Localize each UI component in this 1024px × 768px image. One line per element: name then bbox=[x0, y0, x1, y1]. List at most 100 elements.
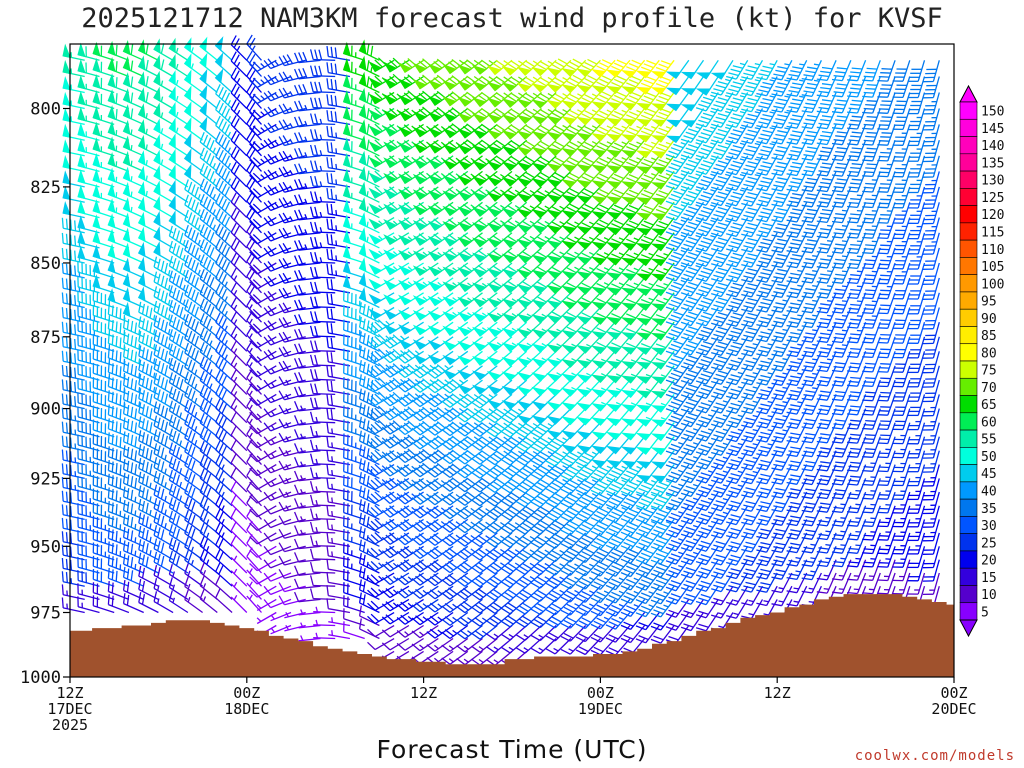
wind-barb bbox=[360, 374, 380, 394]
wind-barb bbox=[531, 546, 556, 561]
wind-barb bbox=[621, 519, 645, 536]
wind-barb bbox=[327, 352, 350, 366]
wind-barb bbox=[893, 308, 910, 329]
wind-barb bbox=[653, 202, 674, 220]
wind-barb bbox=[877, 263, 895, 284]
wind-barb bbox=[93, 334, 114, 351]
wind-barb bbox=[231, 268, 247, 293]
color-scale-swatch bbox=[960, 534, 977, 551]
wind-barb bbox=[360, 317, 380, 337]
wind-barb bbox=[108, 568, 128, 586]
wind-barb bbox=[200, 371, 217, 395]
wind-barb bbox=[250, 109, 277, 120]
wind-barb bbox=[696, 218, 718, 236]
wind-barb bbox=[561, 626, 586, 642]
color-scale-label: 110 bbox=[981, 243, 1004, 258]
wind-barb bbox=[772, 394, 792, 414]
y-tick-label: 925 bbox=[30, 469, 61, 489]
wind-barb bbox=[653, 351, 674, 369]
wind-barb bbox=[295, 579, 321, 589]
wind-barb bbox=[78, 462, 100, 478]
color-scale-swatch bbox=[960, 257, 977, 274]
wind-barbs bbox=[62, 35, 939, 666]
wind-barb bbox=[311, 562, 336, 573]
wind-barb bbox=[154, 359, 173, 380]
wind-barb bbox=[169, 344, 188, 366]
wind-barb bbox=[606, 560, 630, 577]
color-scale-label: 120 bbox=[981, 208, 1004, 223]
color-scale-top-arrow bbox=[960, 86, 977, 102]
wind-barb bbox=[327, 323, 350, 337]
wind-barb bbox=[756, 409, 777, 428]
wind-barb bbox=[681, 293, 703, 311]
wind-barb bbox=[516, 546, 541, 561]
wind-barb bbox=[216, 38, 232, 60]
wind-barb bbox=[772, 366, 792, 386]
wind-barb bbox=[546, 613, 571, 628]
wind-barb bbox=[908, 278, 925, 299]
wind-barb bbox=[908, 171, 925, 192]
wind-barb bbox=[250, 586, 277, 597]
wind-barb bbox=[360, 417, 380, 437]
y-tick-label: 875 bbox=[30, 328, 61, 348]
wind-barb bbox=[62, 293, 84, 308]
wind-barb bbox=[200, 441, 217, 465]
wind-barb bbox=[78, 490, 100, 506]
wind-barb bbox=[561, 599, 586, 615]
wind-barb bbox=[711, 156, 733, 175]
wind-barb bbox=[216, 384, 232, 408]
wind-barb bbox=[397, 639, 424, 651]
wind-barb bbox=[531, 519, 556, 534]
wind-barb bbox=[531, 599, 556, 614]
wind-barb bbox=[472, 408, 498, 422]
wind-barb bbox=[442, 422, 468, 436]
wind-barb bbox=[457, 560, 483, 573]
wind-barb bbox=[185, 386, 203, 409]
wind-barb bbox=[893, 109, 910, 130]
wind-barb bbox=[666, 202, 689, 220]
wind-barb bbox=[382, 626, 409, 637]
wind-barb bbox=[327, 308, 350, 322]
wind-barb bbox=[250, 187, 277, 198]
color-scale-swatch bbox=[960, 223, 977, 240]
wind-barb bbox=[711, 124, 733, 143]
color-scale-swatch bbox=[960, 568, 977, 585]
wind-barb bbox=[62, 307, 84, 322]
wind-barb bbox=[756, 586, 777, 605]
wind-barb bbox=[741, 519, 762, 538]
wind-barb bbox=[561, 573, 586, 589]
wind-barb bbox=[486, 506, 512, 520]
wind-barb bbox=[360, 346, 380, 366]
wind-barb bbox=[606, 533, 630, 550]
wind-barb bbox=[264, 91, 291, 101]
wind-barb bbox=[486, 451, 512, 465]
wind-barb bbox=[787, 380, 807, 400]
wind-barb bbox=[653, 248, 674, 266]
color-scale-label: 30 bbox=[981, 519, 997, 534]
wind-barb bbox=[576, 573, 600, 589]
wind-barb bbox=[185, 372, 203, 395]
wind-barb bbox=[327, 492, 350, 506]
wind-barb bbox=[653, 218, 674, 236]
wind-barb bbox=[591, 519, 615, 535]
wind-barb bbox=[154, 257, 173, 278]
wind-barb bbox=[62, 278, 84, 293]
wind-barb bbox=[653, 140, 674, 158]
wind-barb bbox=[668, 60, 689, 78]
wind-barb bbox=[516, 613, 541, 628]
wind-barb bbox=[169, 271, 188, 293]
wind-barb bbox=[893, 322, 910, 343]
wind-barb bbox=[169, 401, 188, 423]
wind-barb bbox=[908, 60, 925, 81]
wind-barb bbox=[893, 93, 910, 114]
color-scale-swatch bbox=[960, 102, 977, 119]
wind-barb bbox=[78, 306, 100, 322]
wind-barb bbox=[169, 329, 188, 351]
wind-barb bbox=[908, 233, 925, 254]
wind-barb bbox=[893, 233, 910, 254]
wind-barb bbox=[93, 320, 114, 337]
wind-barb bbox=[546, 573, 571, 588]
wind-barb bbox=[62, 336, 84, 351]
wind-barb bbox=[681, 187, 703, 205]
wind-barb bbox=[877, 366, 895, 387]
